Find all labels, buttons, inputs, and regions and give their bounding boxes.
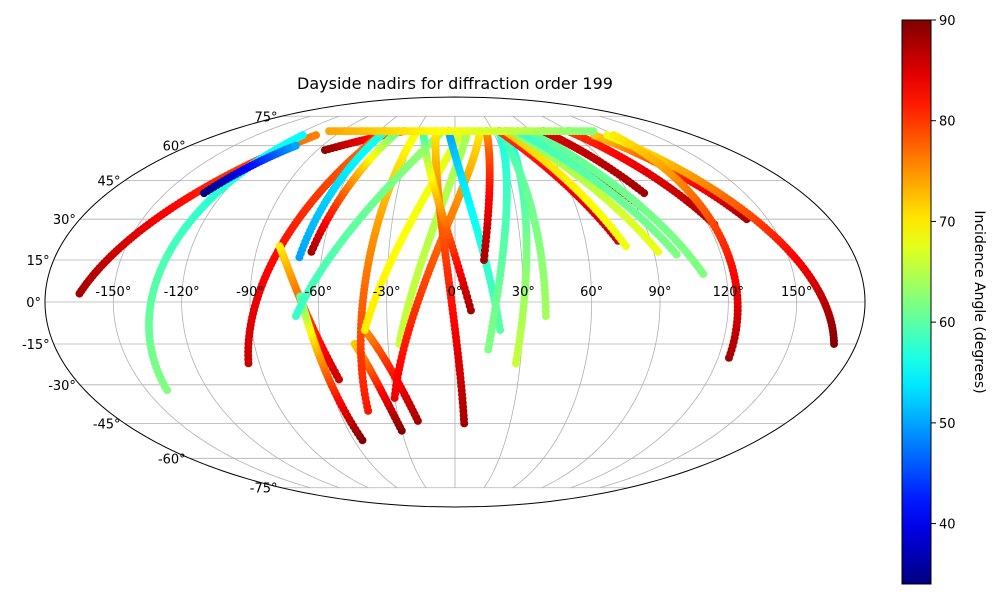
map-outline [44, 96, 866, 508]
latitude-tick-label: 75° [254, 110, 277, 125]
latitude-tick-label: 30° [53, 213, 76, 228]
nadir-point [291, 141, 300, 150]
longitude-tick-label: -60° [304, 285, 332, 300]
nadir-point [603, 131, 612, 140]
longitude-tick-label: 60° [580, 285, 603, 300]
latitude-tick-labels: -75° -60° -45° -30° -15° 0° 15° 30° 45° 60° 75° [22, 110, 278, 496]
longitude-tick-label: -120° [164, 285, 200, 300]
nadir-point [350, 339, 359, 348]
longitude-tick-label: -30° [373, 285, 401, 300]
longitude-tick-label: 90° [648, 285, 671, 300]
nadir-point [589, 127, 598, 136]
longitude-tick-labels: -150° -120° -90° -60° -30° 0° 30° 60° 90° 120° 150… [95, 285, 812, 300]
latitude-tick-label: -60° [158, 452, 186, 467]
latitude-tick-label: 45° [98, 175, 121, 190]
colorbar-tick-label: 50 [939, 417, 956, 432]
colorbar-tick-label: 40 [939, 518, 956, 533]
longitude-tick-label: -150° [95, 285, 131, 300]
nadir-track [200, 141, 300, 198]
nadir-point [609, 131, 618, 140]
colorbar-tick-label: 70 [939, 215, 956, 230]
latitude-tick-label: 0° [26, 296, 41, 311]
nadir-track [609, 131, 742, 362]
colorbar-label: Incidence Angle (degrees) [971, 210, 987, 393]
nadir-track [275, 242, 344, 384]
longitude-tick-label: 30° [512, 285, 535, 300]
nadir-track [144, 131, 307, 395]
colorbar-tick-label: 90 [939, 14, 956, 29]
colorbar-tick-label: 80 [939, 115, 956, 130]
latitude-tick-label: -75° [250, 482, 278, 497]
colorbar: 40 50 60 70 80 90 Incidence Angle (degrees) [901, 14, 987, 585]
colorbar-gradient [901, 19, 932, 585]
nadir-point [298, 131, 307, 140]
longitude-tick-label: -90° [236, 285, 264, 300]
longitude-tick-label: 150° [781, 285, 812, 300]
nadir-track [419, 127, 475, 315]
longitude-tick-label: 120° [713, 285, 744, 300]
nadir-track [513, 127, 681, 259]
nadir-tracks [75, 127, 839, 445]
colorbar-ticks: 40 50 60 70 80 90 [931, 14, 956, 533]
nadir-point [275, 242, 284, 251]
chart-title: Dayside nadirs for diffraction order 199 [297, 74, 613, 93]
nadir-point [312, 131, 321, 140]
colorbar-tick-label: 60 [939, 316, 956, 331]
latitude-tick-label: 60° [163, 140, 186, 155]
latitude-tick-label: -45° [93, 417, 121, 432]
latitude-tick-label: 15° [27, 254, 50, 269]
longitude-tick-label: 0° [448, 285, 463, 300]
nadir-track [325, 127, 598, 136]
latitude-tick-label: -15° [22, 338, 50, 353]
latitude-tick-label: -30° [48, 379, 76, 394]
